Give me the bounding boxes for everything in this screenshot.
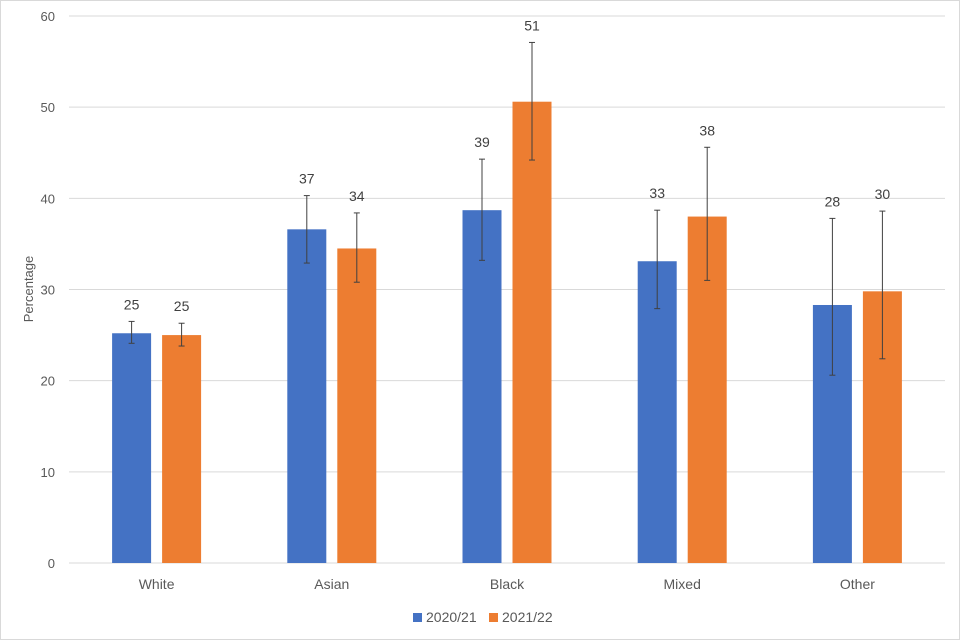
bar-2021-22-asian — [337, 248, 377, 563]
legend-swatch — [413, 613, 422, 622]
x-category-label: Mixed — [664, 576, 701, 592]
bar-2020-21-mixed — [637, 261, 677, 563]
data-labels: 25 25 37 34 39 51 33 38 28 30 — [124, 17, 891, 314]
y-tick-label: 40 — [41, 191, 55, 206]
data-label: 39 — [474, 134, 490, 150]
data-label: 51 — [524, 17, 540, 33]
data-label: 33 — [649, 185, 665, 201]
bar-2021-22-black — [512, 101, 552, 564]
bar-2020-21-white — [112, 333, 152, 563]
legend: 2020/21 2021/22 — [413, 609, 553, 625]
y-axis-title: Percentage — [21, 256, 36, 323]
error-bars — [128, 41, 886, 376]
y-tick-label: 50 — [41, 100, 55, 115]
bars — [112, 101, 902, 564]
y-tick-label: 60 — [41, 9, 55, 24]
legend-label: 2020/21 — [426, 609, 477, 625]
gridlines — [69, 15, 945, 564]
y-tick-label: 0 — [48, 556, 55, 571]
y-tick-label: 10 — [41, 465, 55, 480]
data-label: 28 — [825, 193, 841, 209]
y-tick-label: 20 — [41, 374, 55, 389]
bar-2020-21-black — [462, 210, 502, 563]
y-axis-ticks: 0 10 20 30 40 50 60 — [41, 9, 55, 571]
y-tick-label: 30 — [41, 283, 55, 298]
data-label: 34 — [349, 188, 365, 204]
data-label: 37 — [299, 171, 315, 187]
bar-2021-22-white — [162, 335, 202, 563]
legend-swatch — [489, 613, 498, 622]
x-axis-categories: White Asian Black Mixed Other — [139, 576, 876, 592]
bar-2020-21-asian — [287, 229, 327, 563]
x-category-label: White — [139, 576, 175, 592]
x-category-label: Other — [840, 576, 875, 592]
legend-label: 2021/22 — [502, 609, 553, 625]
data-label: 25 — [174, 298, 190, 314]
data-label: 25 — [124, 296, 140, 312]
data-label: 38 — [699, 122, 715, 138]
x-category-label: Black — [490, 576, 525, 592]
data-label: 30 — [875, 186, 891, 202]
x-category-label: Asian — [314, 576, 349, 592]
